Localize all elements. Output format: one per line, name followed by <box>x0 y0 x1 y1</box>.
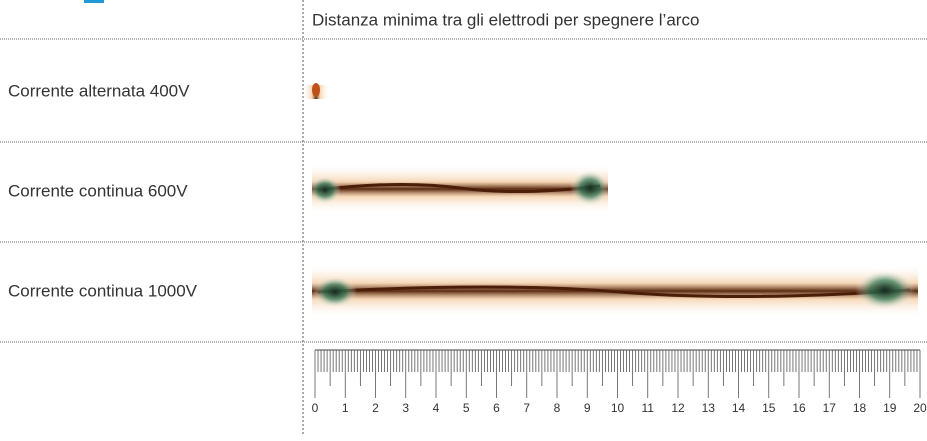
ruler-label: 20 <box>913 401 927 415</box>
arc-dc-600 <box>309 164 610 214</box>
ruler-label: 15 <box>762 401 776 415</box>
ruler-label: 12 <box>671 401 685 415</box>
arc-ac-400 <box>302 83 330 99</box>
ruler-label: 10 <box>611 401 625 415</box>
ruler-label: 13 <box>702 401 716 415</box>
ruler-label: 1 <box>342 401 349 415</box>
ruler-label: 18 <box>853 401 867 415</box>
ruler-label: 11 <box>642 401 655 415</box>
row-label: Corrente continua 1000V <box>8 281 198 300</box>
row-label: Corrente continua 600V <box>8 181 188 200</box>
ruler-label: 4 <box>433 401 440 415</box>
ruler-label: 0 <box>312 401 319 415</box>
ruler-label: 16 <box>792 401 806 415</box>
ruler-label: 2 <box>372 401 379 415</box>
ruler-label: 17 <box>823 401 837 415</box>
ruler-label: 6 <box>493 401 500 415</box>
ruler-label: 14 <box>732 401 746 415</box>
column-title: Distanza minima tra gli elettrodi per sp… <box>312 10 699 29</box>
cut-heading <box>84 0 104 3</box>
arc-dc-1000 <box>312 264 918 318</box>
ruler-label: 19 <box>883 401 897 415</box>
row-label: Corrente alternata 400V <box>8 81 190 100</box>
ruler: 0 1 2 3 4 5 6 7 8 9 10 11 12 13 14 15 16 17 18 19 20 <box>312 349 927 415</box>
ruler-label: 9 <box>584 401 591 415</box>
ruler-label: 7 <box>523 401 530 415</box>
ruler-label: 3 <box>402 401 409 415</box>
ruler-label: 8 <box>554 401 561 415</box>
ruler-label: 5 <box>463 401 470 415</box>
